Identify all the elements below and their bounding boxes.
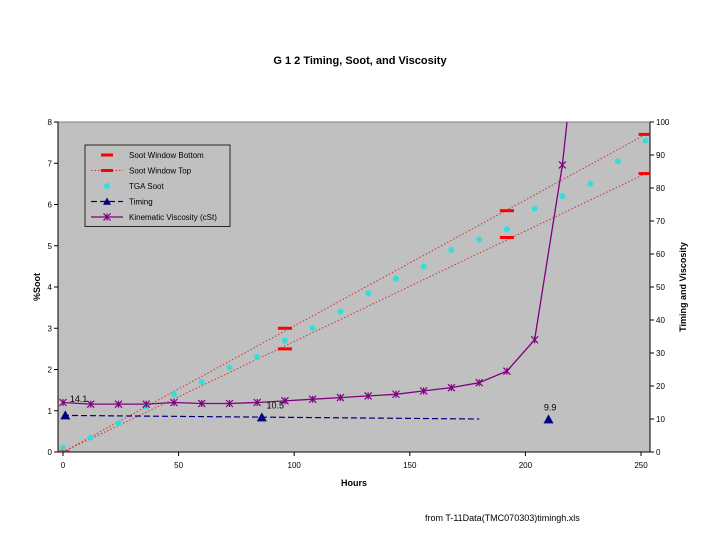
y2-tick-label: 20 <box>656 382 665 391</box>
tga-soot-point <box>309 325 316 332</box>
viscosity-point <box>253 398 262 407</box>
y2-tick-label: 100 <box>656 118 670 127</box>
timing-point <box>60 410 71 420</box>
viscosity-point <box>336 393 345 402</box>
tga-soot-point <box>60 444 66 451</box>
viscosity-point <box>197 399 206 408</box>
tga-soot-point <box>198 378 205 385</box>
y-axis-title: %Soot <box>32 273 42 301</box>
tga-soot-point <box>642 137 649 144</box>
y-tick-label: 1 <box>48 407 53 416</box>
viscosity-point <box>225 399 234 408</box>
data-annotation: 9.9 <box>544 402 557 412</box>
viscosity-point <box>502 367 511 376</box>
y2-tick-label: 90 <box>656 151 665 160</box>
legend-item: TGA Soot <box>104 182 164 191</box>
legend-timing-marker <box>103 197 111 205</box>
y-tick-label: 3 <box>48 324 53 333</box>
viscosity-point <box>86 400 95 409</box>
y2-tick-label: 50 <box>656 283 665 292</box>
y-tick-label: 7 <box>48 159 53 168</box>
tga-soot-point <box>559 193 566 200</box>
y-tick-label: 0 <box>48 448 53 457</box>
viscosity-point <box>447 383 456 392</box>
y2-tick-label: 80 <box>656 184 665 193</box>
viscosity-point <box>530 335 539 344</box>
y2-tick-label: 0 <box>656 448 661 457</box>
legend-item: Timing <box>91 197 153 207</box>
tga-soot-point <box>226 364 233 371</box>
y-tick-label: 4 <box>48 283 53 292</box>
tga-soot-point <box>170 391 177 398</box>
viscosity-line <box>62 122 568 405</box>
source-note: from T-11Data(TMC070303)timingh.xls <box>425 513 580 523</box>
viscosity-point <box>558 160 567 169</box>
x-tick-label: 250 <box>634 461 648 470</box>
legend-item: Kinematic Viscosity (cSt) <box>91 213 217 222</box>
timing-point <box>256 412 267 422</box>
legend-viscosity-marker <box>103 213 111 221</box>
viscosity-point <box>475 378 484 387</box>
tga-soot-point <box>337 308 344 315</box>
viscosity-point <box>114 400 123 409</box>
y-tick-label: 2 <box>48 366 53 375</box>
legend-label: Kinematic Viscosity (cSt) <box>129 213 217 222</box>
tga-soot-point <box>614 158 621 165</box>
tga-soot-point <box>420 263 427 270</box>
tga-soot-point <box>448 246 455 253</box>
viscosity-point <box>419 387 428 395</box>
data-annotation: 10.5 <box>266 400 284 410</box>
tga-soot-point <box>531 205 538 212</box>
viscosity-point <box>170 398 178 407</box>
tga-soot-point <box>392 275 399 282</box>
legend-label: TGA Soot <box>129 182 164 191</box>
x-tick-label: 50 <box>174 461 183 470</box>
viscosity-point <box>142 400 151 409</box>
y2-tick-label: 10 <box>656 415 665 424</box>
tga-soot-point <box>87 434 94 441</box>
legend-item: Soot Window Top <box>91 167 192 176</box>
tga-soot-point <box>587 180 594 187</box>
tga-soot-point <box>254 354 261 361</box>
viscosity-point <box>308 395 317 404</box>
x-axis-title: Hours <box>341 478 367 488</box>
viscosity-point <box>59 398 67 407</box>
legend-item: Soot Window Bottom <box>101 151 204 160</box>
chart-title: G 1 2 Timing, Soot, and Viscosity <box>273 55 447 67</box>
legend-label: Soot Window Bottom <box>129 151 204 160</box>
y-tick-label: 8 <box>48 118 53 127</box>
legend-label: Soot Window Top <box>129 167 192 176</box>
viscosity-point <box>364 391 373 400</box>
tga-soot-point <box>281 337 288 344</box>
viscosity-point <box>392 390 400 399</box>
legend-label: Timing <box>129 198 153 207</box>
y2-tick-label: 70 <box>656 217 665 226</box>
timing-point <box>543 414 554 424</box>
tga-soot-point <box>476 236 483 243</box>
y2-axis-title: Timing and Viscosity <box>678 242 688 332</box>
y2-tick-label: 30 <box>656 349 665 358</box>
tga-soot-point <box>503 226 510 233</box>
x-tick-label: 0 <box>61 461 66 470</box>
tga-soot-point <box>365 290 372 297</box>
y-tick-label: 6 <box>48 201 53 210</box>
tga-soot-point <box>115 420 122 427</box>
timing-line <box>62 414 480 420</box>
y2-tick-label: 40 <box>656 316 665 325</box>
data-annotation: 14.1 <box>70 394 88 404</box>
y2-tick-label: 60 <box>656 250 665 259</box>
x-tick-label: 150 <box>403 461 417 470</box>
x-tick-label: 100 <box>288 461 302 470</box>
soot-window-bottom-trend <box>62 173 646 452</box>
x-tick-label: 200 <box>519 461 533 470</box>
viscosity-point <box>281 396 289 405</box>
y-tick-label: 5 <box>48 242 53 251</box>
